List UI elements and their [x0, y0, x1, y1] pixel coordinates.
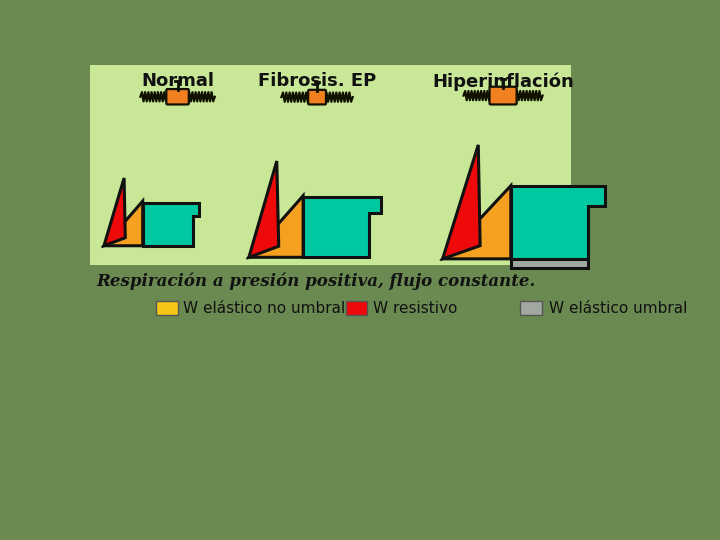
Polygon shape — [104, 201, 143, 246]
FancyBboxPatch shape — [166, 89, 189, 104]
Polygon shape — [443, 186, 510, 259]
FancyBboxPatch shape — [490, 87, 517, 104]
Polygon shape — [249, 195, 303, 257]
Bar — [520, 301, 542, 315]
Polygon shape — [143, 202, 199, 246]
Polygon shape — [104, 178, 125, 246]
Polygon shape — [249, 161, 279, 257]
Text: W resistivo: W resistivo — [373, 301, 457, 315]
Bar — [346, 301, 367, 315]
Polygon shape — [443, 145, 480, 259]
FancyBboxPatch shape — [308, 90, 326, 104]
Text: Fibrosis. EP: Fibrosis. EP — [258, 72, 377, 91]
Text: Hiperinflación: Hiperinflación — [432, 72, 574, 91]
Polygon shape — [303, 197, 381, 257]
Text: Normal: Normal — [141, 72, 214, 91]
Polygon shape — [510, 186, 606, 259]
Text: Respiración a presión positiva, flujo constante.: Respiración a presión positiva, flujo co… — [96, 273, 536, 290]
Bar — [510, 259, 588, 268]
Text: W elástico no umbral: W elástico no umbral — [183, 301, 346, 315]
Bar — [90, 65, 570, 265]
Text: W elástico umbral: W elástico umbral — [549, 301, 687, 315]
Bar — [156, 301, 178, 315]
